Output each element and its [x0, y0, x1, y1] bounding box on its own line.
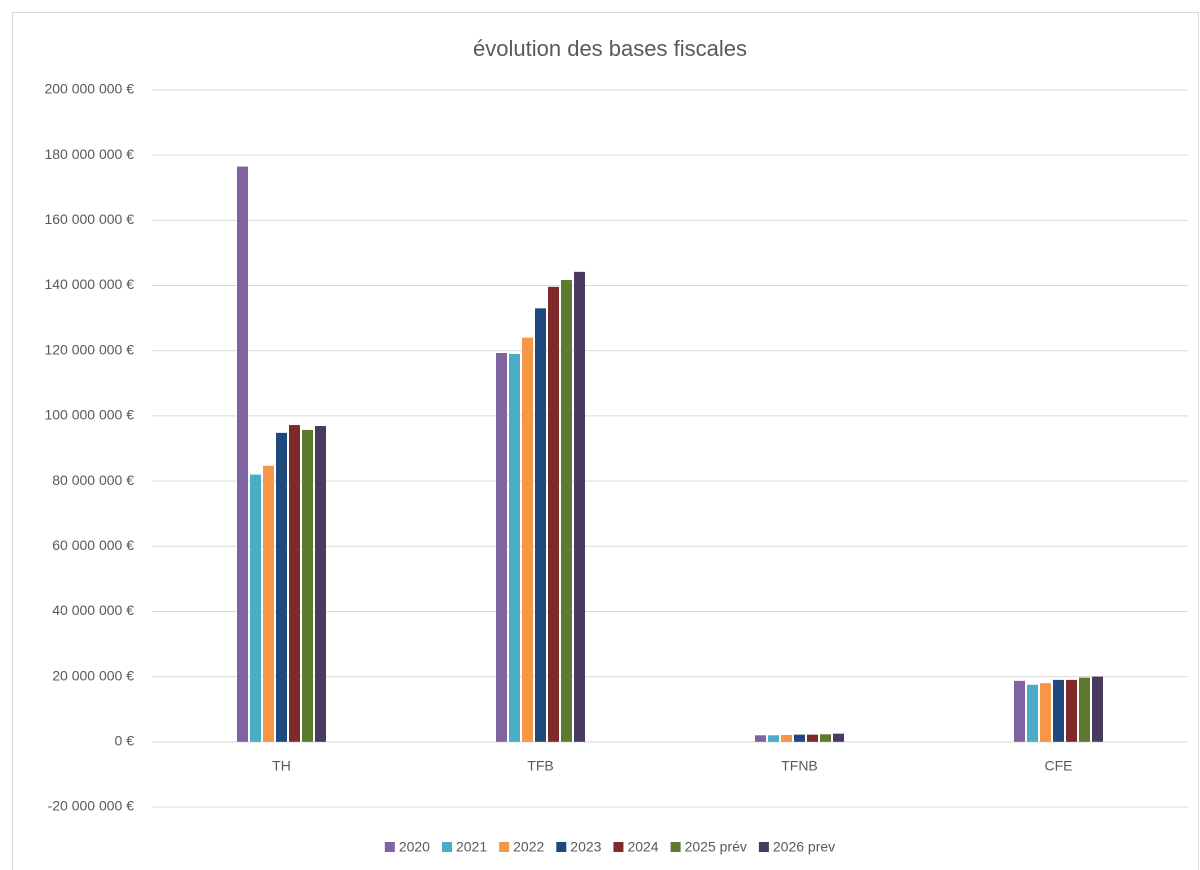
- bar: [794, 734, 805, 742]
- y-tick-label: 60 000 000 €: [52, 537, 134, 553]
- chart-title: évolution des bases fiscales: [473, 36, 747, 61]
- bar: [289, 425, 300, 742]
- legend-swatch: [556, 842, 567, 852]
- bar: [522, 337, 533, 742]
- legend-label: 2024: [627, 839, 658, 855]
- bar: [548, 286, 559, 742]
- bar: [315, 426, 326, 742]
- y-tick-label: -20 000 000 €: [48, 798, 135, 814]
- bar: [820, 734, 831, 742]
- bar: [237, 166, 248, 742]
- y-tick-label: 120 000 000 €: [44, 341, 134, 357]
- bar: [781, 734, 792, 742]
- legend-swatch: [499, 842, 510, 852]
- legend-swatch: [670, 842, 681, 852]
- bar: [302, 429, 313, 742]
- bar: [1079, 677, 1090, 742]
- legend-swatch: [758, 842, 769, 852]
- bar: [535, 308, 546, 742]
- legend-swatch: [441, 842, 452, 852]
- bar: [574, 271, 585, 742]
- legend-label: 2020: [399, 839, 430, 855]
- bar: [768, 735, 779, 742]
- legend-label: 2025 prév: [685, 839, 747, 855]
- legend-swatch: [384, 842, 395, 852]
- bar: [561, 280, 572, 742]
- y-tick-label: 0 €: [115, 733, 135, 749]
- legend-label: 2021: [456, 839, 487, 855]
- bar: [1027, 684, 1038, 742]
- bar: [833, 733, 844, 742]
- bar: [807, 734, 818, 742]
- y-tick-label: 200 000 000 €: [44, 81, 134, 97]
- bar: [1092, 676, 1103, 742]
- y-tick-label: 100 000 000 €: [44, 407, 134, 423]
- y-tick-label: 80 000 000 €: [52, 472, 134, 488]
- bar: [496, 353, 507, 742]
- bar: [509, 353, 520, 742]
- bar: [1066, 679, 1077, 742]
- y-tick-label: 140 000 000 €: [44, 276, 134, 292]
- x-tick-label: TH: [272, 758, 291, 774]
- legend-label: 2026 prev: [773, 839, 835, 855]
- x-tick-label: TFB: [527, 758, 553, 774]
- legend-label: 2022: [513, 839, 544, 855]
- y-tick-label: 40 000 000 €: [52, 602, 134, 618]
- bar: [263, 465, 274, 742]
- bar: [1053, 679, 1064, 742]
- bar: [276, 432, 287, 742]
- y-tick-label: 180 000 000 €: [44, 146, 134, 162]
- bar: [250, 474, 261, 742]
- legend-swatch: [613, 842, 624, 852]
- x-tick-label: TFNB: [781, 758, 818, 774]
- y-tick-label: 20 000 000 €: [52, 667, 134, 683]
- legend-label: 2023: [570, 839, 601, 855]
- y-tick-label: 160 000 000 €: [44, 211, 134, 227]
- x-tick-label: CFE: [1045, 758, 1073, 774]
- bar: [1040, 683, 1051, 742]
- bar: [1014, 680, 1025, 742]
- bar: [755, 735, 766, 742]
